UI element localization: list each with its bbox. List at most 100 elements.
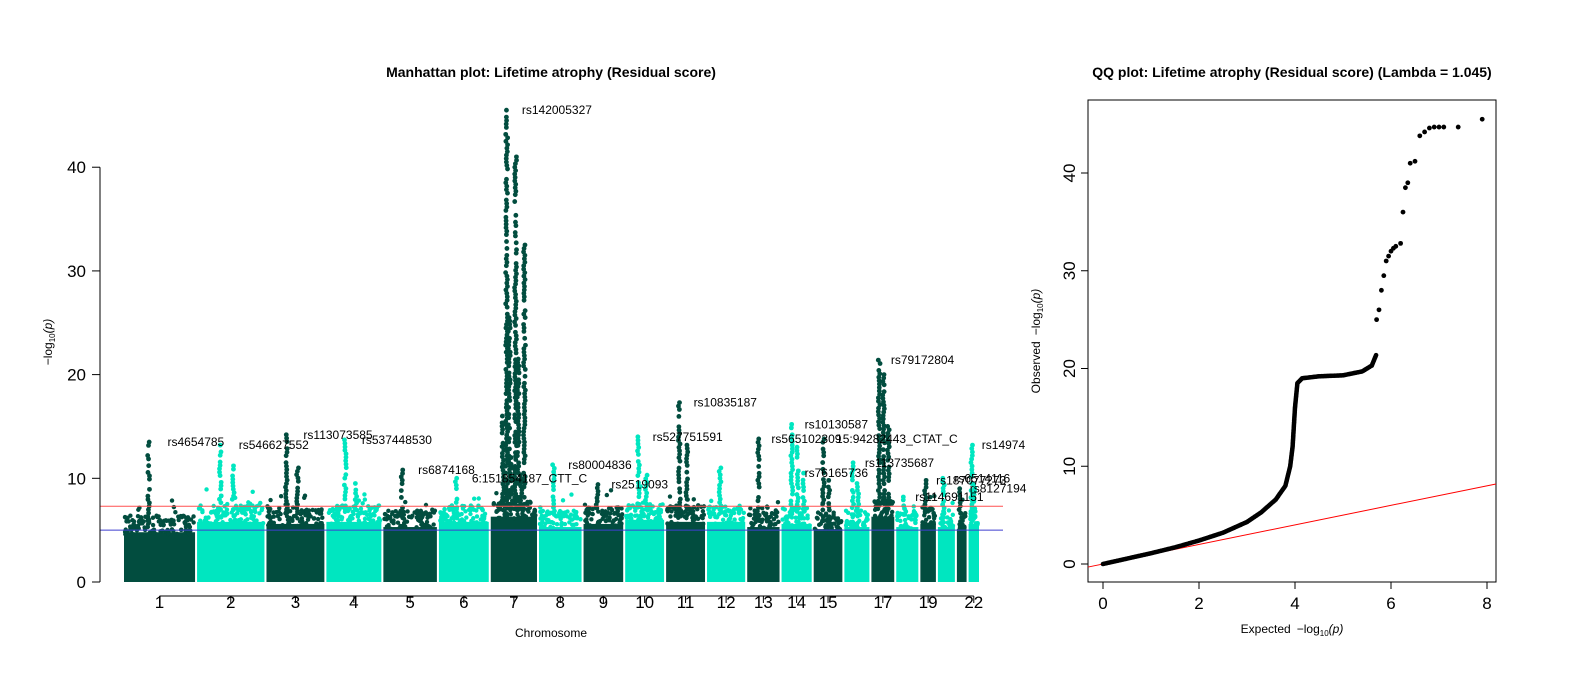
peak-snp-point: [503, 218, 509, 224]
peak-snp-point: [509, 475, 515, 480]
snp-point: [476, 521, 481, 526]
snp-point: [326, 510, 332, 516]
peak-snp-point: [595, 482, 601, 487]
snp-point: [928, 494, 933, 500]
peak-snp-point: [507, 335, 512, 341]
snp-point: [549, 520, 554, 525]
peak-snp-point: [521, 363, 526, 369]
snp-point: [315, 516, 321, 522]
peak-snp-point: [789, 446, 795, 452]
peak-snp-point: [794, 492, 800, 497]
peak-snp-point: [886, 464, 892, 470]
snp-point: [656, 511, 661, 517]
snp-point: [222, 511, 227, 516]
peak-snp-point: [551, 487, 556, 493]
snp-point: [906, 514, 911, 519]
snp-point: [750, 524, 755, 529]
manhattan-y-label: −log10(p): [41, 319, 57, 366]
peak-snp-point: [676, 427, 682, 433]
chromosome-5-bulk: [383, 527, 437, 582]
chromosome-3-bulk: [266, 523, 325, 582]
peak-snp-point: [512, 295, 518, 301]
snp-point: [247, 521, 253, 526]
peak-snp-point: [506, 315, 512, 320]
snp-point: [130, 517, 135, 523]
peak-snp-point: [636, 494, 642, 500]
chromosome-7-bulk: [490, 516, 537, 582]
peak-snp-point: [504, 187, 509, 193]
snp-point: [789, 515, 795, 520]
peak-snp-point: [514, 157, 519, 163]
snp-point: [640, 511, 646, 517]
snp-point: [730, 510, 735, 516]
snp-annotation: rs546627552: [239, 438, 309, 452]
peak-snp-point: [820, 507, 826, 513]
peak-snp-point: [342, 507, 348, 512]
peak-snp-point: [515, 449, 520, 455]
peak-snp-point: [499, 420, 505, 426]
peak-snp-point: [800, 481, 806, 486]
peak-snp-point: [886, 478, 892, 483]
peak-snp-point: [901, 503, 907, 509]
snp-point: [890, 499, 896, 505]
x-tick-label: 8: [556, 593, 565, 612]
snp-point: [528, 500, 533, 505]
peak-snp-point: [500, 495, 506, 500]
peak-snp-point: [218, 449, 224, 455]
snp-point: [479, 506, 484, 511]
snp-point: [807, 523, 812, 528]
snp-point: [174, 531, 180, 537]
peak-snp-point: [716, 489, 722, 495]
peak-snp-point: [516, 380, 522, 386]
qq-point: [1427, 125, 1432, 131]
peak-snp-point: [507, 322, 513, 327]
peak-snp-point: [676, 465, 682, 471]
snp-point: [356, 518, 362, 523]
qq-point: [1376, 307, 1382, 313]
peak-snp-point: [676, 479, 682, 485]
peak-snp-point: [635, 434, 641, 440]
snp-point: [523, 514, 529, 519]
peak-snp-point: [789, 442, 795, 448]
snp-point: [375, 519, 380, 525]
snp-point: [431, 522, 436, 527]
snp-point: [383, 512, 388, 517]
peak-snp-point: [147, 476, 152, 482]
snp-point: [648, 519, 654, 524]
peak-snp-point: [522, 422, 528, 428]
peak-snp-point: [718, 465, 724, 471]
peak-snp-point: [504, 201, 510, 206]
snp-point: [362, 492, 367, 497]
snp-point: [931, 520, 936, 525]
peak-snp-point: [523, 342, 528, 348]
snp-point: [160, 521, 166, 526]
peak-snp-point: [217, 442, 223, 448]
manhattan-plot: Manhattan plot: Lifetime atrophy (Residu…: [41, 64, 1027, 640]
qq-x-tick-label: 6: [1386, 594, 1395, 613]
peak-snp-point: [636, 490, 642, 496]
snp-point: [561, 513, 567, 519]
peak-snp-point: [880, 416, 886, 422]
snp-point: [204, 487, 209, 492]
snp-point: [586, 507, 591, 512]
peak-snp-point: [756, 474, 762, 480]
snp-point: [376, 516, 382, 521]
snp-point: [799, 512, 804, 518]
peak-snp-point: [854, 488, 860, 493]
snp-point: [420, 512, 426, 518]
peak-snp-point: [503, 159, 509, 165]
peak-snp-point: [877, 446, 882, 452]
peak-snp-point: [283, 432, 289, 438]
snp-point: [398, 523, 403, 529]
peak-snp-point: [969, 467, 975, 472]
snp-point: [482, 514, 487, 519]
snp-point: [923, 517, 929, 523]
snp-point: [684, 515, 689, 521]
peak-snp-point: [850, 463, 856, 469]
snp-point: [850, 519, 855, 525]
peak-snp-point: [506, 405, 512, 410]
peak-snp-point: [504, 498, 510, 504]
snp-point: [220, 520, 225, 525]
peak-snp-point: [506, 373, 512, 379]
peak-snp-point: [521, 494, 527, 500]
